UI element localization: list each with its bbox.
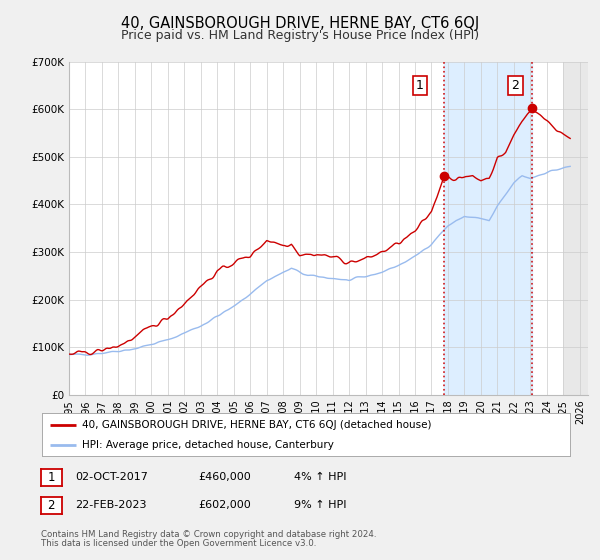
Text: 4% ↑ HPI: 4% ↑ HPI [294,472,347,482]
Text: Price paid vs. HM Land Registry's House Price Index (HPI): Price paid vs. HM Land Registry's House … [121,29,479,42]
Text: 2: 2 [512,79,520,92]
Bar [444,62,532,395]
Text: 1: 1 [416,79,424,92]
Text: 9% ↑ HPI: 9% ↑ HPI [294,500,347,510]
Text: This data is licensed under the Open Government Licence v3.0.: This data is licensed under the Open Gov… [41,539,316,548]
Text: 02-OCT-2017: 02-OCT-2017 [75,472,148,482]
Text: 40, GAINSBOROUGH DRIVE, HERNE BAY, CT6 6QJ: 40, GAINSBOROUGH DRIVE, HERNE BAY, CT6 6… [121,16,479,31]
Text: 1: 1 [47,470,55,484]
Text: £460,000: £460,000 [198,472,251,482]
Text: 22-FEB-2023: 22-FEB-2023 [75,500,146,510]
Text: HPI: Average price, detached house, Canterbury: HPI: Average price, detached house, Cant… [82,441,334,450]
Text: 40, GAINSBOROUGH DRIVE, HERNE BAY, CT6 6QJ (detached house): 40, GAINSBOROUGH DRIVE, HERNE BAY, CT6 6… [82,419,431,430]
Text: 2: 2 [47,498,55,512]
Text: £602,000: £602,000 [198,500,251,510]
Bar [563,62,588,395]
Text: Contains HM Land Registry data © Crown copyright and database right 2024.: Contains HM Land Registry data © Crown c… [41,530,376,539]
